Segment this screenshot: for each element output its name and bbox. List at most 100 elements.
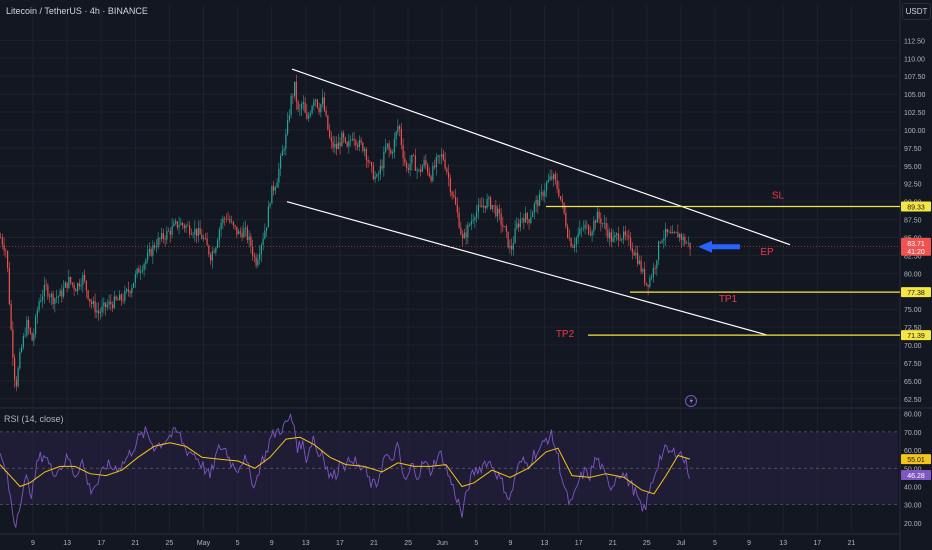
- candle-body: [311, 106, 313, 114]
- candle-body: [24, 335, 26, 337]
- channel-upper-line[interactable]: [291, 68, 791, 246]
- candle-body: [500, 213, 502, 225]
- candle-body: [399, 126, 401, 130]
- candle-body: [211, 251, 213, 261]
- candle-countdown: 41:20: [907, 249, 925, 256]
- candle-body: [521, 218, 523, 220]
- candle-body: [549, 176, 551, 180]
- time-tick-label: 17: [813, 540, 821, 547]
- candle-body: [54, 298, 56, 304]
- candle-body: [140, 271, 142, 273]
- candle-body: [168, 230, 170, 232]
- candle-body: [290, 96, 292, 116]
- candle-body: [649, 278, 651, 287]
- candle-body: [621, 239, 623, 241]
- time-tick-label: Jun: [437, 540, 448, 547]
- time-tick-label: 13: [541, 540, 549, 547]
- candle-body: [600, 218, 602, 224]
- candle-body: [668, 231, 670, 233]
- candle-body: [435, 157, 437, 168]
- candle-body: [127, 289, 129, 292]
- current-price-badge: [901, 237, 931, 256]
- time-tick-label: 5: [713, 540, 717, 547]
- candle-body: [539, 193, 541, 206]
- candle-body: [414, 155, 416, 171]
- candle-body: [402, 144, 404, 159]
- candle-body: [456, 204, 458, 213]
- candle-body: [371, 162, 373, 166]
- candle-body: [353, 138, 355, 141]
- candle-body: [351, 138, 353, 140]
- candle-body: [446, 168, 448, 173]
- candle-body: [577, 233, 579, 238]
- rsi-tick-label: 20.00: [904, 521, 922, 528]
- candle-body: [479, 205, 481, 206]
- price-tick-label: 75.00: [904, 307, 922, 314]
- candle-body: [686, 243, 688, 244]
- candle-body: [259, 253, 261, 260]
- candle-body: [498, 208, 500, 214]
- candle-body: [421, 166, 423, 172]
- candle-body: [680, 234, 682, 240]
- candle-body: [567, 226, 569, 238]
- candle-body: [225, 218, 227, 220]
- candle-body: [474, 217, 476, 221]
- entry-arrow-icon[interactable]: [698, 240, 740, 253]
- candle-body: [563, 202, 565, 213]
- candle-body: [220, 223, 222, 230]
- candle-body: [141, 270, 143, 272]
- candle-body: [628, 235, 630, 238]
- candle-body: [586, 224, 588, 226]
- candle-body: [260, 244, 262, 254]
- candle-body: [490, 197, 492, 209]
- time-tick-label: 13: [63, 540, 71, 547]
- candle-body: [430, 176, 432, 181]
- candle-body: [161, 233, 163, 239]
- candle-body: [449, 178, 451, 192]
- candle-body: [526, 213, 528, 220]
- candle-body: [120, 294, 122, 301]
- candle-body: [556, 180, 558, 189]
- candle-body: [59, 290, 61, 297]
- candle-body: [252, 246, 254, 256]
- candle-body: [201, 234, 203, 240]
- candle-body: [617, 233, 619, 240]
- candle-body: [672, 232, 674, 234]
- candle-body: [322, 97, 324, 105]
- candle-body: [390, 150, 392, 154]
- candle-body: [540, 192, 542, 194]
- candle-body: [126, 289, 128, 291]
- candle-body: [306, 112, 308, 119]
- candle-body: [533, 203, 535, 213]
- candle-body: [630, 237, 632, 249]
- candle-body: [124, 290, 126, 301]
- candle-body: [656, 260, 658, 269]
- candle-body: [616, 233, 618, 235]
- price-tick-label: 105.00: [904, 92, 926, 99]
- candle-body: [493, 204, 495, 206]
- candle-body: [189, 225, 191, 234]
- candle-body: [682, 236, 684, 240]
- candle-body: [582, 228, 584, 230]
- channel-lower-line[interactable]: [286, 201, 768, 336]
- candle-body: [610, 232, 612, 242]
- price-tick-label: 95.00: [904, 164, 922, 171]
- candle-body: [239, 231, 241, 233]
- candle-body: [665, 228, 667, 239]
- candle-body: [327, 115, 329, 130]
- candle-body: [428, 172, 430, 177]
- candle-body: [675, 232, 677, 233]
- level-annotation-sl: SL: [772, 190, 785, 201]
- candle-body: [145, 260, 147, 265]
- candle-body: [346, 142, 348, 147]
- rsi-ma-line: [0, 436, 691, 495]
- candle-body: [647, 284, 649, 287]
- candle-body: [666, 228, 668, 233]
- currency-button[interactable]: USDT: [902, 3, 931, 20]
- candle-body: [108, 301, 110, 305]
- candle-body: [588, 225, 590, 235]
- candle-body: [73, 284, 75, 290]
- candle-body: [85, 280, 87, 291]
- lightning-icon[interactable]: [685, 395, 697, 407]
